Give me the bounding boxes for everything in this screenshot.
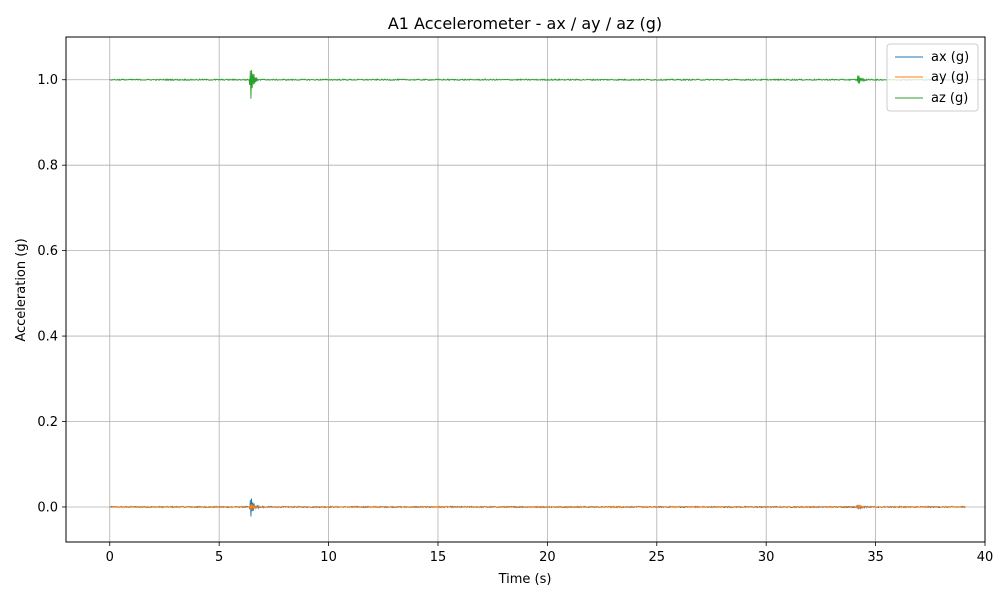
y-axis-ticks: 0.0 0.2 0.4 0.6 0.8 1.0 <box>37 73 66 515</box>
x-tick-label: 15 <box>430 550 447 565</box>
series-line-ay <box>109 504 966 510</box>
x-tick-label: 5 <box>215 550 223 565</box>
legend-label-ax: ax (g) <box>931 50 969 65</box>
y-tick-label: 1.0 <box>37 73 58 88</box>
legend: ax (g) ay (g) az (g) <box>886 43 979 112</box>
y-tick-label: 0.4 <box>37 330 58 345</box>
legend-box <box>886 43 979 112</box>
x-axis-label: Time (s) <box>498 572 552 587</box>
plot-frame <box>65 36 986 543</box>
y-tick-label: 0.0 <box>37 500 58 515</box>
y-tick-label: 0.6 <box>37 244 58 259</box>
series-lines <box>109 69 966 517</box>
x-tick-label: 25 <box>649 550 666 565</box>
x-tick-label: 40 <box>977 550 994 565</box>
x-tick-label: 10 <box>320 550 337 565</box>
chart-title: A1 Accelerometer - ax / ay / az (g) <box>388 14 662 33</box>
legend-label-az: az (g) <box>931 91 968 106</box>
y-axis-label: Acceleration (g) <box>14 238 29 341</box>
x-tick-label: 0 <box>106 550 114 565</box>
series-line-az <box>109 69 966 99</box>
x-tick-label: 35 <box>867 550 884 565</box>
x-tick-label: 20 <box>539 550 556 565</box>
y-tick-label: 0.8 <box>37 159 58 174</box>
legend-label-ay: ay (g) <box>931 70 969 85</box>
y-tick-label: 0.2 <box>37 415 58 430</box>
x-axis-ticks: 0 5 10 15 20 25 30 35 40 <box>106 542 994 565</box>
x-tick-label: 30 <box>758 550 775 565</box>
